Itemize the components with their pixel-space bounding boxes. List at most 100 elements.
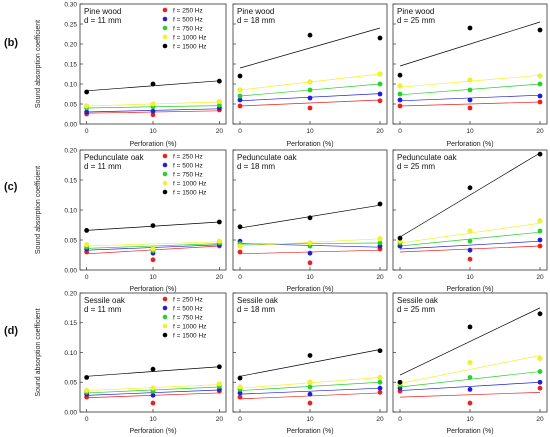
panel-title: Pine wood [237,7,274,16]
x-axis-label: Perforation (%) [446,141,493,148]
data-point [150,400,156,406]
legend-marker [162,153,168,159]
data-point [467,386,473,392]
data-point [377,98,383,104]
legend-label: f = 500 Hz [173,305,203,312]
chart-row-1: (c) Sound absorption coefficient0.000.050… [4,147,548,293]
data-point [537,237,543,243]
data-point [307,215,313,221]
data-point [237,243,243,249]
data-point [150,223,156,229]
data-point [307,379,313,385]
data-point [537,27,543,33]
data-point [150,366,156,372]
fit-line-0 [239,99,381,107]
data-point [307,240,313,246]
data-point [150,81,156,87]
fit-line-3 [86,241,220,247]
legend-marker [162,7,168,13]
data-point [467,105,473,111]
fit-line-0 [399,392,541,398]
data-point [537,218,543,224]
data-point [377,379,383,385]
data-point [377,71,383,77]
legend-label: f = 750 Hz [173,25,203,32]
y-tick-label: 0.25 [64,21,77,28]
fit-line-4 [239,349,381,377]
legend-marker [162,43,168,49]
legend-label: f = 500 Hz [173,162,203,169]
x-tick-label: 0 [238,416,242,423]
data-point [216,364,222,370]
data-point [467,25,473,31]
panel-1-0: 0.00 0.05 0.10 0.15 0.20 0 10 20 Perforation (%)… [64,147,227,293]
data-point [307,32,313,38]
legend-label: f = 1000 Hz [173,323,206,330]
x-axis-label: Perforation (%) [446,286,493,293]
legend-marker [162,332,168,338]
panel-subtitle: d = 25 mm [397,305,435,314]
legend-label: f = 500 Hz [173,16,203,23]
data-point [537,228,543,234]
legend-label: f = 250 Hz [173,7,203,14]
legend-marker [162,189,168,195]
fit-line-4 [399,152,541,238]
data-point [537,243,543,249]
data-point [377,35,383,41]
data-point [467,87,473,93]
data-point [467,238,473,244]
data-point [377,236,383,242]
x-tick-label: 10 [149,274,157,281]
chart-row-2: (d) Sound absorption coefficient0.000.050… [4,290,548,435]
legend-label: f = 1000 Hz [173,34,206,41]
fit-line-0 [399,101,541,107]
legend-label: f = 750 Hz [173,314,203,321]
panel-subtitle: d = 25 mm [397,162,435,171]
data-point [150,385,156,391]
legend-label: f = 1500 Hz [173,43,206,50]
legend-marker [162,34,168,40]
data-point [307,353,313,358]
x-tick-label: 0 [398,128,402,135]
data-point [307,400,313,406]
y-tick-label: 0.10 [64,207,77,214]
legend-label: f = 1000 Hz [173,180,206,187]
x-tick-label: 20 [216,128,224,135]
data-point [84,109,90,115]
data-point [237,97,243,103]
x-axis-label: Perforation (%) [129,286,176,293]
data-point [216,99,222,105]
legend-label: f = 750 Hz [173,171,203,178]
data-point [307,87,313,93]
x-tick-label: 10 [306,128,314,135]
y-tick-label: 0.15 [64,61,77,68]
data-point [537,93,543,99]
legend-label: f = 1500 Hz [173,332,206,339]
data-point [84,388,90,394]
data-point [237,87,243,93]
data-point [377,91,383,97]
row-label: (b) [4,37,18,49]
data-point [397,379,403,385]
x-tick-label: 0 [238,128,242,135]
x-tick-label: 20 [376,274,384,281]
panel-title: Pedunculate oak [397,153,458,162]
data-point [397,97,403,103]
y-tick-label: 0.10 [64,81,77,88]
x-tick-label: 0 [238,274,242,281]
x-tick-label: 0 [398,274,402,281]
panel-subtitle: d = 18 mm [237,305,275,314]
data-point [216,102,222,108]
data-point [467,360,473,366]
y-tick-label: 0.05 [64,237,77,244]
x-axis-label: Perforation (%) [286,286,333,293]
legend: f = 250 Hz f = 500 Hz f = 750 Hz f = 1000 H… [162,153,206,196]
legend-marker [162,323,168,329]
data-point [237,375,243,381]
panel-subtitle: d = 11 mm [84,162,122,171]
y-tick-label: 0.20 [64,290,77,297]
data-point [237,384,243,390]
data-point [467,324,473,330]
